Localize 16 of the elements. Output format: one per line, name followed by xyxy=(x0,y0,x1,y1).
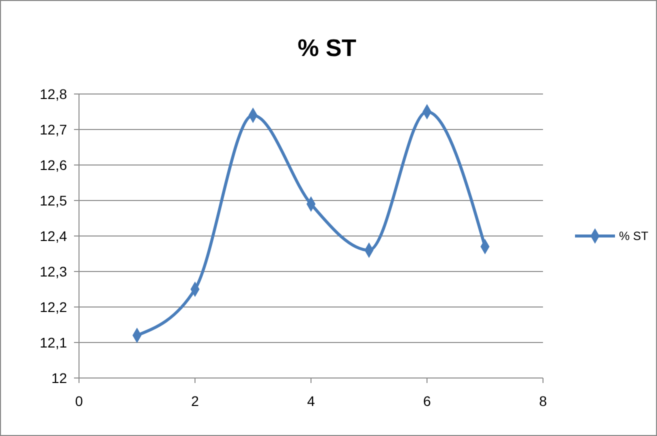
y-tick-label: 12,1 xyxy=(40,334,68,350)
y-tick-label: 12,7 xyxy=(40,121,68,138)
x-tick-label: 4 xyxy=(307,393,316,409)
x-tick-label: 8 xyxy=(539,393,548,409)
chart-title: % ST xyxy=(298,35,357,62)
legend-label: % ST xyxy=(619,229,650,244)
x-tick-label: 6 xyxy=(423,393,432,409)
y-tick-label: 12,4 xyxy=(40,228,68,244)
y-tick-label: 12,5 xyxy=(40,192,68,208)
y-tick-label: 12 xyxy=(51,370,68,386)
y-tick-label: 12,8 xyxy=(40,86,68,102)
y-tick-label: 12,6 xyxy=(40,156,68,173)
x-tick-label: 0 xyxy=(75,393,84,409)
y-tick-label: 12,2 xyxy=(40,298,68,315)
y-tick-label: 12,3 xyxy=(40,263,68,280)
x-tick-label: 2 xyxy=(191,393,200,409)
